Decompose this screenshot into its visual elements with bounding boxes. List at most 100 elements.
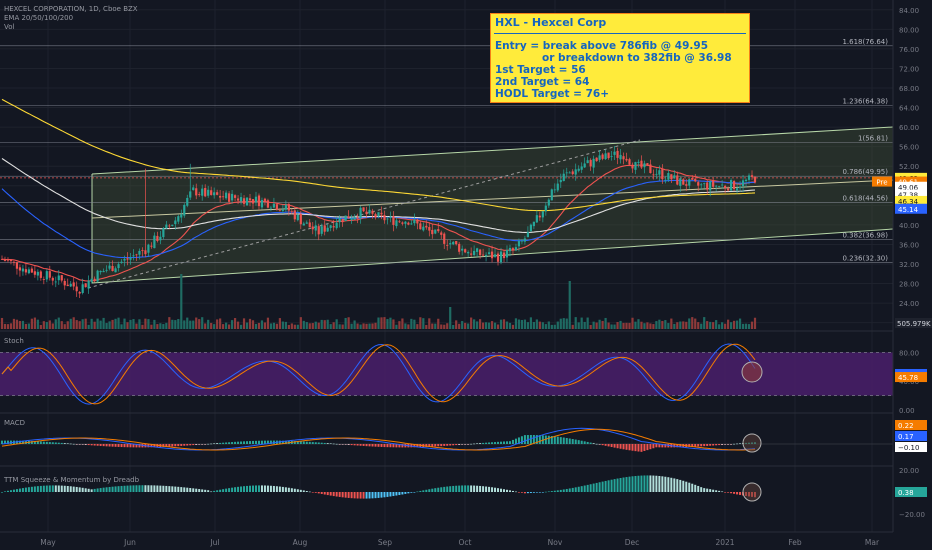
- volume-bar: [401, 318, 404, 329]
- candle-body: [484, 254, 488, 257]
- channel-fill: [92, 127, 893, 283]
- volume-bar: [586, 317, 589, 329]
- candle-body: [320, 226, 323, 234]
- volume-bar: [634, 321, 637, 329]
- volume-bar: [505, 321, 509, 329]
- volume-bar: [239, 324, 243, 329]
- macd-histogram-bar: [425, 444, 428, 447]
- volume-bar: [613, 324, 616, 329]
- candle-body: [565, 172, 568, 174]
- ttm-momentum-bar: [356, 492, 359, 499]
- volume-bar: [446, 323, 449, 329]
- macd-histogram-bar: [335, 443, 338, 445]
- ttm-momentum-bar: [419, 490, 422, 492]
- macd-histogram-bar: [231, 442, 234, 444]
- ttm-momentum-bar: [93, 488, 96, 492]
- macd-histogram-bar: [263, 440, 266, 444]
- volume-bar: [27, 323, 30, 329]
- volume-bar: [317, 322, 320, 329]
- candle-body: [278, 210, 281, 212]
- macd-histogram-bar: [117, 444, 120, 447]
- candle-body: [419, 223, 422, 230]
- ttm-momentum-bar: [39, 485, 42, 492]
- ttm-momentum-bar: [195, 488, 198, 492]
- ttm-momentum-bar: [213, 490, 216, 492]
- ttm-momentum-bar: [135, 485, 138, 492]
- macd-histogram-bar: [721, 444, 724, 445]
- ttm-momentum-bar: [709, 489, 712, 492]
- candle-body: [425, 225, 428, 228]
- macd-histogram-bar: [189, 444, 192, 446]
- volume-bar: [165, 322, 168, 329]
- ttm-momentum-bar: [706, 488, 709, 492]
- candle-body: [670, 174, 673, 180]
- ttm-momentum-bar: [96, 488, 99, 492]
- ttm-momentum-bar: [664, 476, 667, 492]
- candle-body: [165, 224, 168, 229]
- ttm-momentum-bar: [586, 484, 589, 492]
- trade-plan-note[interactable]: HXL - Hexcel Corp Entry = break above 78…: [490, 13, 750, 103]
- candle-body: [380, 212, 383, 215]
- volume-bar: [625, 322, 628, 329]
- ttm-momentum-bar: [117, 486, 120, 492]
- candle-body: [114, 268, 117, 273]
- candle-body: [392, 216, 395, 225]
- candle-body: [368, 209, 371, 214]
- candle-body: [464, 249, 467, 253]
- macd-histogram-bar: [69, 443, 72, 445]
- volume-legend: Vol: [4, 23, 15, 31]
- candle-body: [700, 184, 703, 186]
- price-tick-label: 80.00: [899, 26, 919, 34]
- macd-histogram-bar: [511, 439, 514, 444]
- volume-bar: [389, 317, 392, 329]
- candle-body: [51, 277, 54, 281]
- symbol-header: HEXCEL CORPORATION, 1D, Cboe BZX: [4, 5, 138, 13]
- volume-bar: [287, 324, 290, 329]
- candle-body: [21, 268, 25, 272]
- macd-histogram-bar: [583, 441, 586, 444]
- candle-body: [60, 275, 63, 281]
- candle-body: [389, 216, 392, 218]
- macd-histogram-bar: [84, 444, 87, 445]
- volume-bar: [63, 324, 66, 329]
- volume-bar: [455, 320, 458, 329]
- ttm-momentum-bar: [616, 478, 619, 492]
- macd-tag-label: 0.17: [898, 433, 914, 441]
- time-tick-label: 2021: [715, 538, 734, 547]
- volume-bar: [51, 323, 54, 329]
- volume-bar: [574, 317, 577, 329]
- macd-histogram-bar: [129, 444, 132, 448]
- candle-body: [45, 271, 48, 280]
- macd-histogram-bar: [111, 444, 114, 447]
- candle-body: [323, 225, 326, 232]
- candle-body: [344, 215, 347, 222]
- macd-histogram-bar: [18, 440, 21, 444]
- macd-histogram-bar: [114, 444, 117, 447]
- macd-histogram-bar: [574, 439, 577, 444]
- volume-bar: [744, 323, 748, 329]
- candle-body: [219, 195, 222, 198]
- volume-bar: [392, 319, 395, 329]
- candle-body: [326, 227, 329, 232]
- ttm-momentum-bar: [216, 490, 219, 492]
- macd-histogram-bar: [452, 444, 455, 446]
- candle-body: [75, 286, 78, 292]
- volume-bar: [141, 324, 144, 329]
- macd-histogram-bar: [464, 444, 467, 445]
- macd-histogram-bar: [604, 444, 607, 446]
- volume-bar: [257, 322, 261, 329]
- macd-histogram-bar: [437, 444, 440, 447]
- fib-label: 0.786(49.95): [842, 168, 888, 176]
- macd-histogram-bar: [706, 444, 709, 446]
- volume-bar: [577, 322, 580, 329]
- ttm-momentum-bar: [646, 475, 649, 492]
- volume-bar: [66, 321, 69, 329]
- ttm-momentum-bar: [733, 492, 736, 494]
- ttm-momentum-bar: [724, 492, 727, 493]
- ttm-momentum-bar: [105, 487, 108, 492]
- volume-bar: [192, 320, 195, 329]
- trend-dash-line: [87, 139, 641, 289]
- volume-bar: [502, 319, 506, 329]
- candle-body: [329, 225, 332, 228]
